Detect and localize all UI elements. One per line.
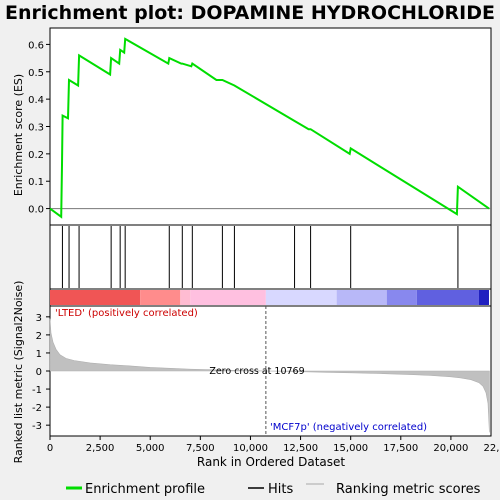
metric-layer	[49, 306, 490, 436]
x-tick-label: 22,500	[484, 443, 500, 454]
legend-hits-label: Hits	[268, 482, 293, 497]
heatmap-segment	[386, 290, 417, 305]
x-tick-label: 10,000	[233, 443, 268, 454]
es-y-tick-label: 0.4	[28, 95, 44, 106]
es-y-tick-label: 0.1	[28, 177, 44, 188]
es-y-tick-label: 0.0	[28, 205, 44, 216]
x-tick-label: 2,500	[86, 443, 115, 454]
heatmap-segment	[50, 290, 141, 305]
heatmap-segment	[140, 290, 181, 305]
heatmap-segment	[416, 290, 479, 305]
metric-y-tick-label: -1	[32, 385, 42, 396]
legend-profile-label: Enrichment profile	[85, 482, 205, 497]
chart-title: Enrichment plot: DOPAMINE HYDROCHLORIDE	[5, 2, 495, 24]
heatmap-segment	[336, 290, 387, 305]
metric-y-tick-label: 3	[36, 313, 42, 324]
x-tick-label: 5,000	[136, 443, 165, 454]
es-y-tick-label: 0.2	[28, 150, 44, 161]
es-panel-frame	[49, 27, 492, 226]
heatmap-segment	[190, 290, 266, 305]
es-y-tick-label: 0.6	[28, 40, 44, 51]
heatmap-segment	[265, 290, 337, 305]
x-tick-label: 12,500	[283, 443, 318, 454]
x-tick-label: 17,500	[383, 443, 418, 454]
x-tick-label: 0	[47, 443, 53, 454]
heatmap-segment	[180, 290, 191, 305]
x-axis-label: Rank in Ordered Dataset	[197, 455, 345, 469]
negative-correlation-label: 'MCF7p' (negatively correlated)	[270, 422, 427, 433]
metric-y-axis-label: Ranked list metric (Signal2Noise)	[12, 281, 25, 464]
ranking-metric-area	[49, 318, 490, 433]
legend: Enrichment profile Hits Ranking metric s…	[55, 478, 495, 498]
legend-background	[55, 478, 495, 498]
hits-layer	[61, 226, 459, 288]
metric-y-tick-label: -2	[32, 403, 42, 414]
ranking-heatmap-bar	[50, 290, 489, 305]
axes-layer: 0.0 0.1 0.2 0.3 0.4 0.5 0.6 -3 -2 -1 0 1 2 3 0 2,500 5,0…	[28, 40, 500, 454]
x-tick-label: 20,000	[433, 443, 468, 454]
metric-y-tick-label: 0	[36, 367, 42, 378]
enrichment-profile-line	[49, 37, 490, 219]
metric-y-tick-label: 1	[36, 349, 42, 360]
positive-correlation-label: 'LTED' (positively correlated)	[55, 308, 198, 319]
x-tick-label: 7,500	[186, 443, 215, 454]
es-layer	[49, 37, 491, 219]
heatmap-segment	[478, 290, 489, 305]
metric-y-tick-label: -3	[32, 421, 42, 432]
es-y-tick-label: 0.3	[28, 123, 44, 134]
es-y-axis-label: Enrichment score (ES)	[12, 74, 25, 196]
x-tick-label: 15,000	[333, 443, 368, 454]
hits-panel-frame	[49, 224, 492, 290]
es-y-tick-label: 0.5	[28, 68, 44, 79]
zero-cross-label: Zero cross at 10769	[209, 366, 304, 377]
metric-y-tick-label: 2	[36, 331, 42, 342]
legend-ranking-label: Ranking metric scores	[336, 482, 481, 497]
